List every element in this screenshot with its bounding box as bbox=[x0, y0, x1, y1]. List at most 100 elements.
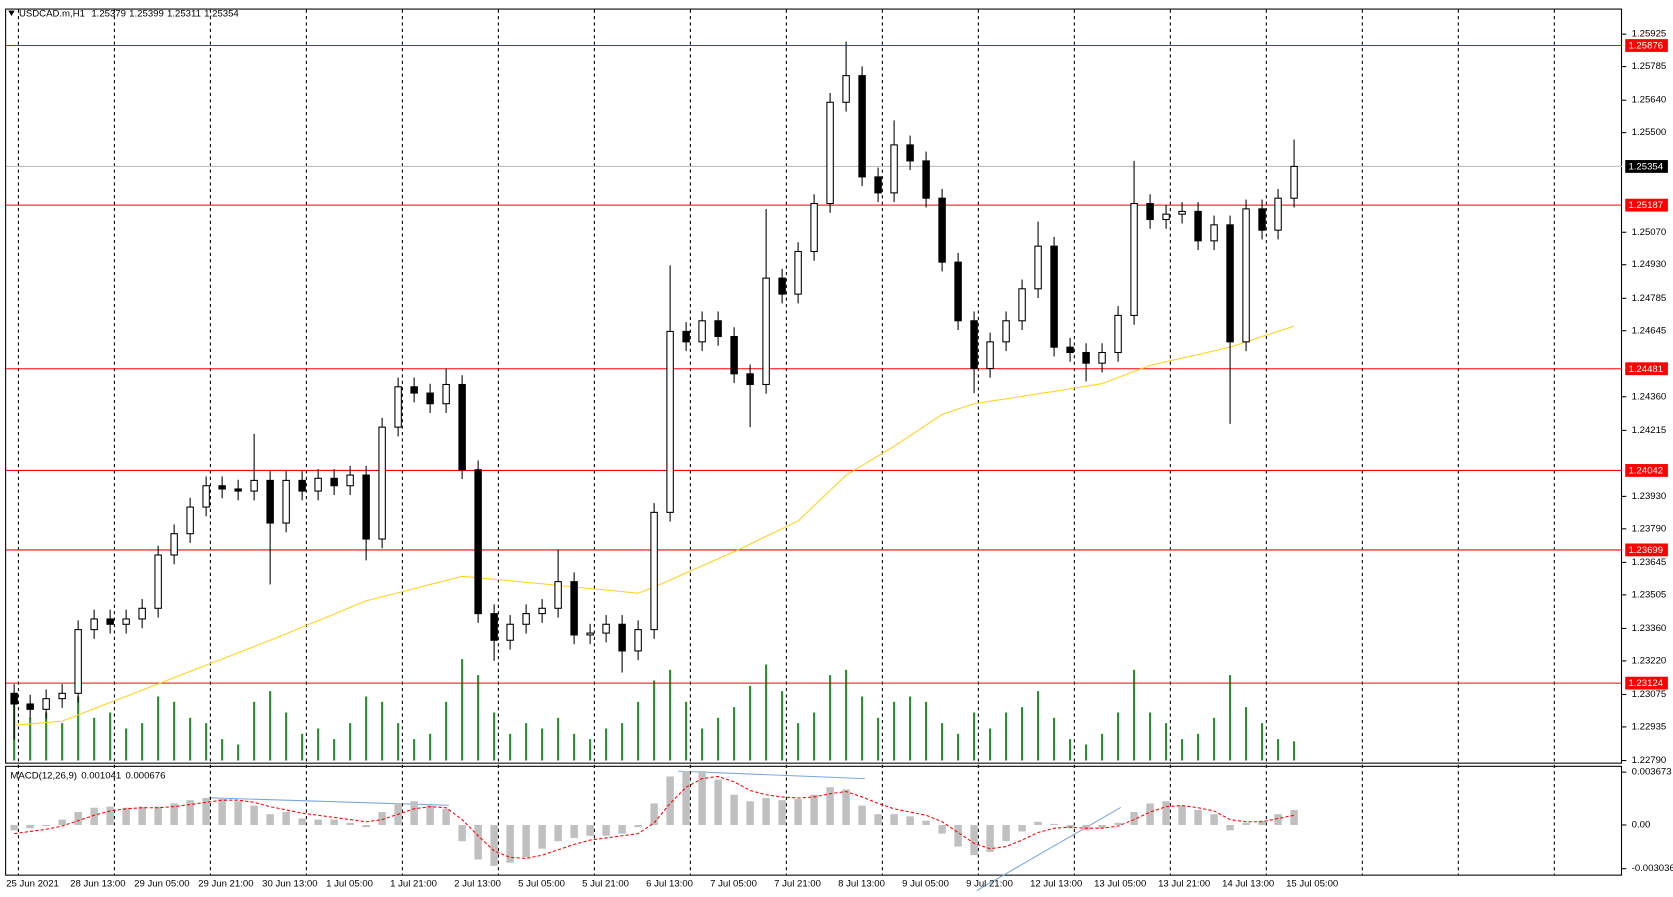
candle-body bbox=[1050, 245, 1058, 348]
macd-bar bbox=[954, 824, 962, 847]
macd-bar bbox=[170, 803, 178, 825]
candle-body bbox=[1146, 202, 1154, 221]
divergence-line bbox=[678, 770, 865, 780]
candle-body bbox=[1290, 165, 1298, 199]
volume-bar bbox=[93, 717, 96, 761]
volume-bar bbox=[1292, 741, 1296, 761]
macd-bar bbox=[842, 789, 850, 825]
candle-body bbox=[1210, 224, 1218, 242]
volume-bar bbox=[525, 723, 528, 761]
volume-bar bbox=[205, 723, 208, 761]
x-tick-label: 7 Jul 21:00 bbox=[774, 879, 821, 890]
volume-bar bbox=[1117, 712, 1120, 761]
macd-bar bbox=[1178, 805, 1186, 825]
volume-bar bbox=[813, 712, 816, 761]
volume-bar bbox=[733, 707, 736, 761]
macd-bar bbox=[330, 819, 338, 825]
macd-bar bbox=[938, 824, 946, 834]
candle-body bbox=[938, 197, 946, 263]
candle-body bbox=[570, 581, 578, 636]
y-tick-label: 1.25070 bbox=[1632, 227, 1667, 238]
candle-body bbox=[250, 479, 258, 492]
x-tick-label: 1 Jul 21:00 bbox=[390, 879, 437, 890]
macd-bar bbox=[922, 820, 930, 825]
volume-bar bbox=[893, 701, 896, 761]
macd-bar bbox=[874, 814, 882, 825]
x-tick-label: 28 Jun 13:00 bbox=[70, 879, 125, 890]
level-label-box bbox=[1625, 543, 1668, 557]
macd-bar bbox=[682, 771, 690, 825]
volume-bar bbox=[829, 675, 832, 761]
volume-bar bbox=[493, 712, 496, 761]
macd-bar bbox=[778, 800, 786, 825]
x-tick-label: 12 Jul 13:00 bbox=[1030, 879, 1082, 890]
x-tick-label: 30 Jun 13:00 bbox=[262, 879, 317, 890]
y-tick-label: 1.23505 bbox=[1632, 589, 1667, 600]
macd-bar bbox=[762, 798, 770, 825]
macd-bar bbox=[1098, 824, 1106, 829]
volume-bar bbox=[413, 739, 416, 761]
level-label-box bbox=[1625, 39, 1668, 52]
candle-body bbox=[1114, 314, 1122, 354]
candle-body bbox=[170, 533, 178, 556]
volume-bar bbox=[45, 712, 48, 761]
header-low: 1.25311 bbox=[167, 8, 201, 19]
y-tick-label: 1.24930 bbox=[1632, 259, 1667, 270]
macd-bar bbox=[346, 822, 354, 825]
volume-bar bbox=[717, 717, 720, 761]
volume-bar bbox=[429, 733, 432, 761]
y-tick-label: 1.25785 bbox=[1632, 61, 1667, 72]
macd-bar bbox=[906, 816, 914, 825]
volume-bar bbox=[541, 728, 544, 761]
candle-body bbox=[426, 392, 434, 405]
candle-body bbox=[1226, 224, 1234, 343]
macd-bar bbox=[538, 824, 546, 849]
candle-body bbox=[1274, 197, 1282, 231]
y-tick-label: 1.25500 bbox=[1632, 127, 1667, 138]
macd-bar bbox=[458, 824, 466, 842]
macd-bar bbox=[1226, 824, 1234, 831]
y-tick-label: 1.23360 bbox=[1632, 623, 1667, 634]
candle-body bbox=[410, 386, 418, 394]
candle-body bbox=[826, 101, 834, 205]
volume-bar bbox=[669, 669, 672, 761]
candle-body bbox=[794, 250, 802, 295]
y-tick-label: 1.23075 bbox=[1632, 689, 1667, 700]
candle-body bbox=[458, 383, 466, 471]
macd-bar bbox=[442, 808, 450, 825]
y-tick-label: 1.23790 bbox=[1632, 523, 1667, 534]
volume-bar bbox=[1021, 707, 1024, 761]
candle-body bbox=[858, 75, 866, 178]
candle-body bbox=[986, 341, 994, 370]
candle-body bbox=[1258, 208, 1266, 231]
volume-bar bbox=[941, 723, 944, 761]
x-tick-label: 7 Jul 05:00 bbox=[710, 879, 757, 890]
volume-bar bbox=[109, 712, 112, 761]
menu-arrow[interactable] bbox=[8, 10, 15, 16]
macd-bar bbox=[650, 803, 658, 825]
macd-bar bbox=[426, 805, 434, 825]
volume-bar bbox=[573, 733, 576, 761]
candle-body bbox=[618, 623, 626, 652]
volume-bar bbox=[1053, 717, 1056, 761]
candle-body bbox=[378, 426, 386, 540]
macd-title: MACD(12,26,9) bbox=[10, 770, 77, 781]
current-price-box bbox=[1625, 160, 1668, 173]
macd-bar bbox=[1210, 814, 1218, 825]
macd-bar bbox=[602, 824, 610, 836]
macd-bar bbox=[730, 794, 738, 825]
candle-body bbox=[138, 607, 146, 620]
level-label: 1.23124 bbox=[1628, 678, 1663, 689]
volume-bar bbox=[749, 685, 752, 761]
volume-bar bbox=[125, 728, 128, 761]
candle-body bbox=[74, 629, 82, 694]
volume-bar bbox=[173, 701, 176, 761]
x-tick-label: 8 Jul 13:00 bbox=[838, 879, 885, 890]
volume-bar bbox=[909, 696, 912, 761]
volume-bar bbox=[61, 723, 64, 761]
candle-body bbox=[330, 477, 338, 487]
x-tick-label: 9 Jul 05:00 bbox=[902, 879, 949, 890]
macd-bar bbox=[858, 805, 866, 825]
x-tick-label: 13 Jul 05:00 bbox=[1094, 879, 1146, 890]
